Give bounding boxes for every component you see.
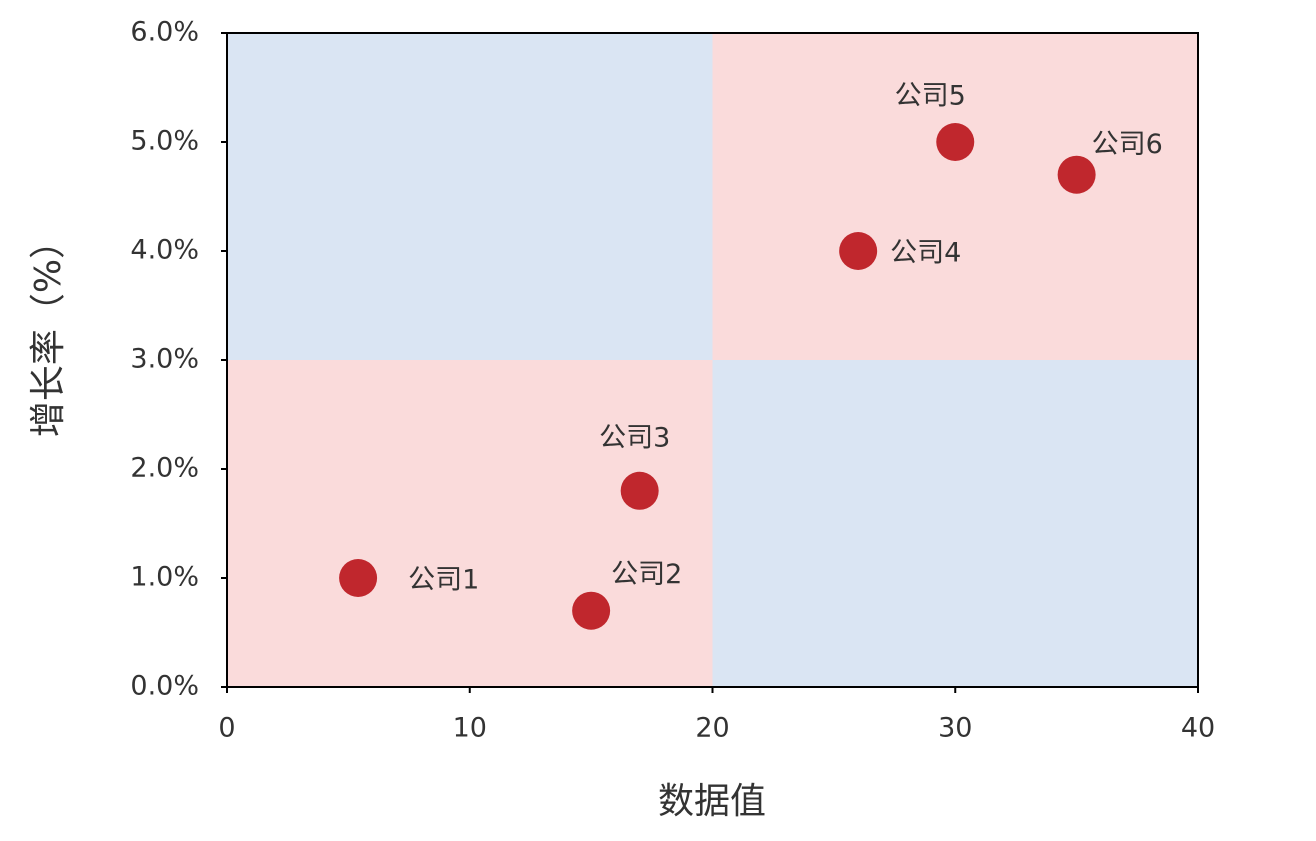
point (936, 123, 975, 161)
y-tick-label: 2.0% (130, 453, 199, 484)
x-tick-label: 10 (453, 713, 487, 744)
point (572, 591, 611, 630)
point-label: 公司2 (611, 559, 682, 590)
point-label: 公司1 (408, 565, 479, 596)
x-tick-label: 30 (938, 713, 972, 744)
quadrant (227, 360, 713, 687)
point (1057, 155, 1096, 194)
y-axis-title: 增长率（%） (28, 223, 69, 437)
quadrants (227, 33, 1198, 687)
y-tick-label: 6.0% (130, 17, 199, 48)
point (339, 559, 378, 597)
x-tick-label: 40 (1181, 713, 1215, 744)
quadrant (227, 33, 713, 360)
point-label: 公司4 (890, 238, 961, 269)
x-axis-title: 数据值 (658, 781, 766, 822)
point-label: 公司3 (599, 422, 670, 453)
point (620, 471, 659, 510)
y-tick-label: 3.0% (130, 344, 199, 375)
y-tick-label: 0.0% (130, 671, 199, 702)
quadrant (712, 360, 1198, 687)
point-label: 公司6 (1092, 129, 1163, 160)
y-tick-label: 4.0% (130, 235, 199, 266)
y-tick-label: 5.0% (130, 126, 199, 157)
quadrant (712, 33, 1198, 360)
point-label: 公司5 (895, 81, 966, 112)
x-tick-label: 0 (218, 713, 235, 744)
y-tick-label: 1.0% (130, 562, 199, 593)
x-tick-label: 20 (695, 713, 729, 744)
point (839, 232, 878, 270)
